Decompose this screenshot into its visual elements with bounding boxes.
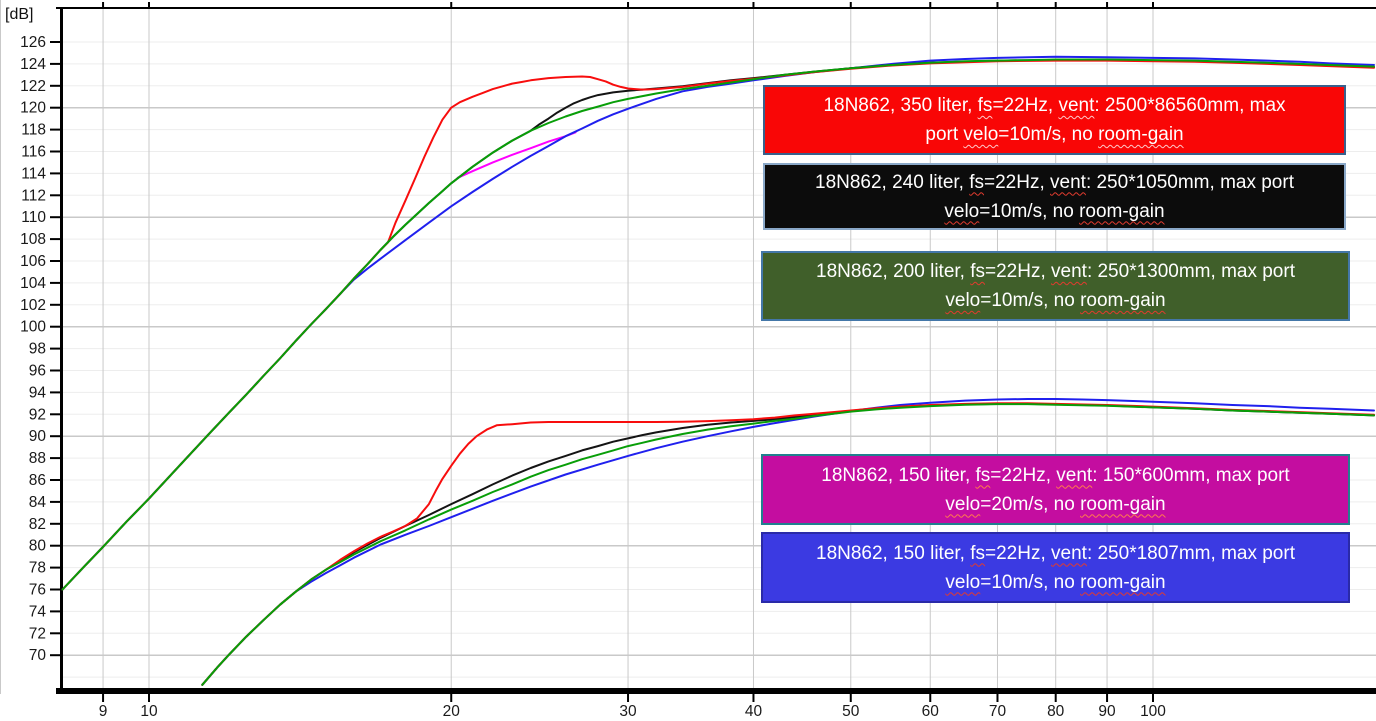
legend-line: velo=10m/s, no room-gain bbox=[944, 200, 1165, 222]
curve-blue-lower bbox=[201, 398, 1375, 686]
x-tick-label: 80 bbox=[1047, 703, 1065, 720]
legend-line: velo=10m/s, no room-gain bbox=[945, 290, 1166, 311]
y-tick-label: 82 bbox=[29, 516, 46, 533]
x-tick-label: 70 bbox=[989, 703, 1007, 720]
top-border bbox=[56, 7, 1376, 9]
wavy-word: velo bbox=[945, 493, 981, 515]
x-tick-label: 40 bbox=[745, 703, 763, 720]
wavy-word: vent bbox=[1051, 261, 1087, 282]
curve-green-lower bbox=[201, 403, 1375, 686]
y-tick-label: 126 bbox=[20, 34, 46, 51]
wavy-word: velo bbox=[963, 124, 999, 145]
legend-line: velo=10m/s, no room-gain bbox=[945, 571, 1166, 593]
wavy-word: vent bbox=[1058, 95, 1095, 116]
wavy-word: fs bbox=[969, 171, 984, 193]
wavy-word: fs bbox=[977, 95, 993, 116]
y-tick-label: 94 bbox=[29, 384, 47, 401]
legend-line: 18N862, 240 liter, fs=22Hz, vent: 250*10… bbox=[815, 171, 1294, 193]
y-tick-label: 96 bbox=[29, 363, 46, 380]
y-tick-label: 92 bbox=[29, 406, 46, 423]
y-tick-label: 102 bbox=[20, 297, 46, 314]
legend-350l[interactable]: 18N862, 350 liter, fs=22Hz, vent: 2500*8… bbox=[763, 85, 1346, 155]
y-tick-label: 106 bbox=[20, 253, 46, 270]
y-tick-label: 70 bbox=[29, 647, 47, 664]
y-tick-label: 124 bbox=[20, 56, 46, 73]
wavy-word: velo bbox=[945, 571, 981, 593]
legend-line: 18N862, 150 liter, fs=22Hz, vent: 250*18… bbox=[816, 542, 1295, 564]
y-tick-label: 120 bbox=[20, 100, 46, 117]
y-axis-unit-label: [dB] bbox=[5, 6, 34, 23]
y-tick-label: 114 bbox=[21, 165, 46, 182]
y-tick-label: 76 bbox=[29, 582, 46, 599]
x-tick-label: 9 bbox=[99, 703, 108, 720]
wavy-word: vent bbox=[1050, 171, 1086, 193]
x-tick-label: 50 bbox=[842, 703, 860, 720]
legend-line: velo=20m/s, no room-gain bbox=[945, 493, 1166, 515]
wavy-word: fs bbox=[975, 464, 991, 486]
wavy-word: room-gain bbox=[1080, 571, 1166, 593]
y-tick-label: 72 bbox=[29, 625, 46, 642]
legend-line: 18N862, 350 liter, fs=22Hz, vent: 2500*8… bbox=[823, 95, 1286, 116]
legend-240l[interactable]: 18N862, 240 liter, fs=22Hz, vent: 250*10… bbox=[763, 163, 1346, 230]
wavy-word: velo bbox=[945, 290, 981, 311]
y-tick-label: 84 bbox=[29, 494, 47, 511]
wavy-word: vent bbox=[1056, 464, 1093, 486]
x-tick-label: 10 bbox=[140, 703, 158, 720]
y-tick-label: 80 bbox=[29, 538, 47, 555]
y-tick-label: 88 bbox=[29, 450, 46, 467]
y-tick-label: 118 bbox=[21, 122, 46, 139]
wavy-word: fs bbox=[970, 261, 985, 282]
y-tick-label: 108 bbox=[20, 231, 46, 248]
wavy-word: room-gain bbox=[1079, 200, 1165, 222]
wavy-word: room-gain bbox=[1080, 290, 1166, 311]
y-tick-label: 90 bbox=[29, 428, 47, 445]
legend-200l[interactable]: 18N862, 200 liter, fs=22Hz, vent: 250*13… bbox=[761, 251, 1350, 321]
x-tick-label: 20 bbox=[443, 703, 461, 720]
legend-150l-10ms[interactable]: 18N862, 150 liter, fs=22Hz, vent: 250*18… bbox=[761, 532, 1350, 603]
x-tick-label: 30 bbox=[619, 703, 637, 720]
legend-150l-20ms[interactable]: 18N862, 150 liter, fs=22Hz, vent: 150*60… bbox=[761, 454, 1350, 525]
y-tick-label: 74 bbox=[29, 603, 47, 620]
y-tick-label: 116 bbox=[21, 144, 46, 161]
x-tick-label: 60 bbox=[922, 703, 940, 720]
wavy-word: fs bbox=[970, 542, 985, 564]
y-tick-label: 98 bbox=[29, 341, 46, 358]
wavy-word: velo bbox=[944, 200, 980, 222]
wavy-word: room-gain bbox=[1098, 124, 1184, 145]
y-tick-label: 78 bbox=[29, 560, 46, 577]
y-axis-line bbox=[60, 7, 63, 694]
y-tick-label: 104 bbox=[20, 275, 46, 292]
legend-line: 18N862, 150 liter, fs=22Hz, vent: 150*60… bbox=[821, 464, 1290, 486]
wavy-word: room-gain bbox=[1080, 493, 1166, 515]
y-tick-label: 112 bbox=[21, 187, 46, 204]
y-tick-label: 86 bbox=[29, 472, 46, 489]
y-tick-label: 100 bbox=[20, 319, 46, 336]
legend-line: port velo=10m/s, no room-gain bbox=[925, 124, 1184, 145]
curve-green-upper bbox=[61, 58, 1375, 591]
legend-line: 18N862, 200 liter, fs=22Hz, vent: 250*13… bbox=[816, 261, 1295, 282]
x-axis-line bbox=[56, 688, 1376, 694]
y-tick-label: 122 bbox=[20, 78, 46, 95]
x-tick-label: 100 bbox=[1140, 703, 1166, 720]
x-tick-label: 90 bbox=[1098, 703, 1116, 720]
y-tick-label: 110 bbox=[21, 209, 46, 226]
wavy-word: vent bbox=[1051, 542, 1087, 564]
